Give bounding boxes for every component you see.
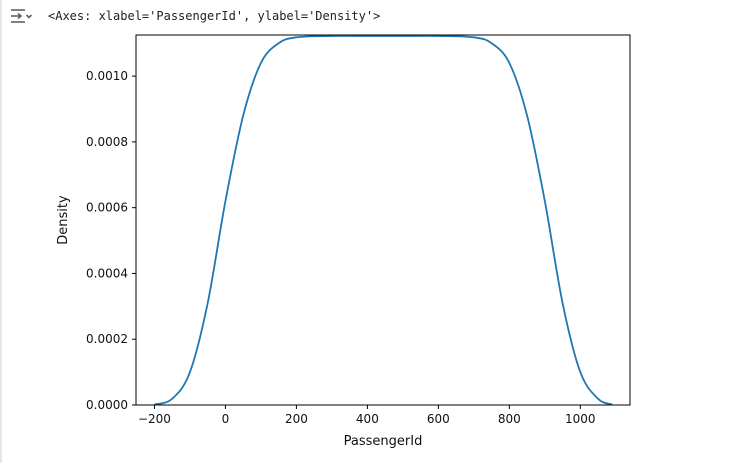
x-axis-label: PassengerId <box>344 434 423 449</box>
y-axis-ticks: 0.0000 0.0002 0.0004 0.0006 0.0008 0.0010 <box>86 69 136 412</box>
y-tick-label: 0.0000 <box>86 398 128 412</box>
x-tick-label: 800 <box>498 412 521 426</box>
output-toggle-button[interactable] <box>8 6 34 26</box>
series-line-density <box>154 34 613 406</box>
output-collapse-icon <box>11 9 33 23</box>
axes-frame <box>135 34 631 406</box>
y-tick-label: 0.0010 <box>86 69 128 83</box>
output-gutter <box>0 0 2 463</box>
x-tick-label: 600 <box>427 412 450 426</box>
x-tick-label: 0 <box>222 412 230 426</box>
y-tick-label: 0.0004 <box>86 266 128 280</box>
x-axis-ticks: −200 0 200 400 600 800 1000 <box>138 405 596 426</box>
y-tick-label: 0.0002 <box>86 332 128 346</box>
x-tick-label: 200 <box>285 412 308 426</box>
x-tick-label: 1000 <box>565 412 596 426</box>
y-tick-label: 0.0008 <box>86 135 128 149</box>
axes-repr-text: <Axes: xlabel='PassengerId', ylabel='Den… <box>48 9 381 23</box>
x-tick-label: 400 <box>356 412 379 426</box>
y-axis-label: Density <box>56 195 71 245</box>
x-tick-label: −200 <box>138 412 171 426</box>
y-tick-label: 0.0006 <box>86 201 128 215</box>
